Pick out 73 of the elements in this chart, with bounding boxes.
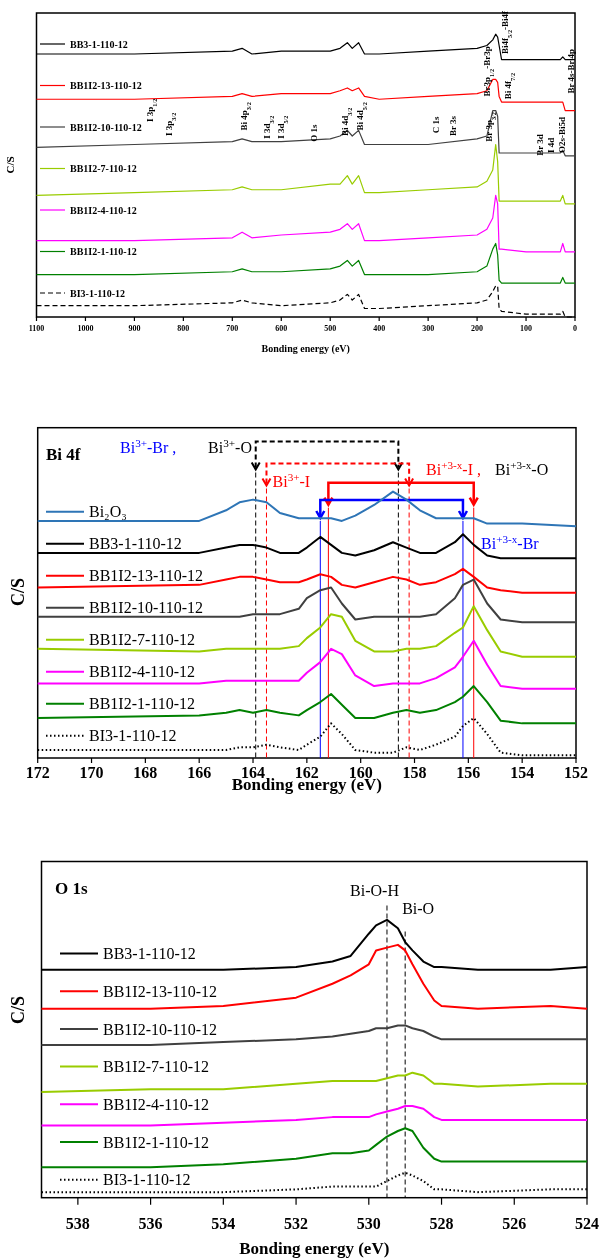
x-tick-label: 532 [284,1214,309,1232]
y-axis-title: C/S [8,995,28,1025]
legend-label: BI3-1-110-12 [89,727,177,745]
ref-line-label: Bi-O-H [350,881,400,899]
x-tick-label: 152 [564,764,588,781]
legend-label: BI3-1-110-12 [70,287,125,299]
x-tick-label: 600 [275,324,288,333]
text: Bi$^{3+}$-I [272,470,311,490]
x-tick-label: 524 [575,1214,599,1232]
annotation: C 1s [431,115,442,134]
legend-label: BB1I2-1-110-12 [70,246,137,257]
x-tick-label: 534 [211,1214,236,1232]
annotation: Br 3s [448,115,459,136]
x-tick-label: 526 [502,1214,527,1232]
x-tick-label: 700 [226,324,239,333]
x-tick-label: 538 [65,1214,90,1232]
legend-label: Bi₂O₃ [89,503,127,521]
x-axis-title: Bonding energy (eV) [261,343,350,355]
y-axis-title: C/S [4,156,16,174]
text: Bi$^{3+}$-O [208,437,252,456]
x-tick-label: 156 [456,764,481,781]
x-tick-label: 168 [133,764,158,781]
legend-label: BB1I2-13-110-12 [70,80,142,91]
annotation: I 4d [546,137,557,153]
annotation: O2s-Bi5d [556,116,567,153]
annotation: Bi$^{+3-x}$-Br [481,533,540,552]
x-tick-label: 1000 [77,324,94,333]
chart-title: O 1s [55,879,88,898]
legend-label: BB1I2-10-110-12 [89,599,204,617]
x-tick-label: 1100 [28,324,45,333]
text: Bi$^{3+}$-Br , [120,437,177,456]
legend-label: BB1I2-10-110-12 [103,1020,218,1038]
x-tick-label: 800 [177,324,190,333]
x-tick-label: 536 [138,1214,163,1232]
annotation: O 1s [308,123,319,142]
legend-label: BB1I2-7-110-12 [70,163,137,174]
legend-label: BB3-1-110-12 [89,535,182,553]
x-axis-title: Bonding energy (eV) [239,1239,390,1258]
chart-title: Bi 4f [46,445,81,464]
legend-label: BB3-1-110-12 [103,945,196,963]
legend-label: BI3-1-110-12 [103,1171,191,1189]
x-tick-label: 154 [510,764,535,781]
x-tick-label: 500 [324,324,337,333]
x-tick-label: 100 [520,324,533,333]
text: Bi$^{+3-x}$-I , [426,459,482,478]
x-tick-label: 158 [402,764,427,781]
ref-line-label: Bi-O [402,899,435,917]
legend-label: BB1I2-7-110-12 [103,1058,210,1076]
x-tick-label: 528 [429,1214,454,1232]
legend-label: BB3-1-110-12 [70,38,128,50]
legend-label: BB1I2-1-110-12 [103,1133,210,1151]
legend-label: BB1I2-13-110-12 [89,567,204,585]
x-tick-label: 170 [79,764,104,781]
text: Bi$^{+3-x}$-O [495,459,549,478]
x-tick-label: 200 [471,324,484,333]
legend-label: BB1I2-4-110-12 [70,204,137,216]
x-tick-label: 400 [373,324,386,333]
x-tick-label: 300 [422,324,435,333]
x-tick-label: 530 [356,1214,381,1232]
legend-label: BB1I2-7-110-12 [89,631,196,649]
legend-label: BB1I2-10-110-12 [70,121,142,133]
x-tick-label: 166 [187,764,212,781]
legend-label: BB1I2-4-110-12 [89,663,196,681]
legend-label: BB1I2-4-110-12 [103,1095,210,1113]
annotation: Br 4s-Br 4p [566,48,577,94]
x-tick-label: 162 [294,764,319,781]
legend-label: BB1I2-13-110-12 [103,982,218,1000]
x-tick-label: 0 [573,324,577,333]
x-tick-label: 900 [128,324,141,333]
y-axis-title: C/S [8,577,28,607]
annotation: Br 3d [535,134,546,156]
x-tick-label: 172 [25,764,50,781]
legend-label: BB1I2-1-110-12 [89,695,196,713]
